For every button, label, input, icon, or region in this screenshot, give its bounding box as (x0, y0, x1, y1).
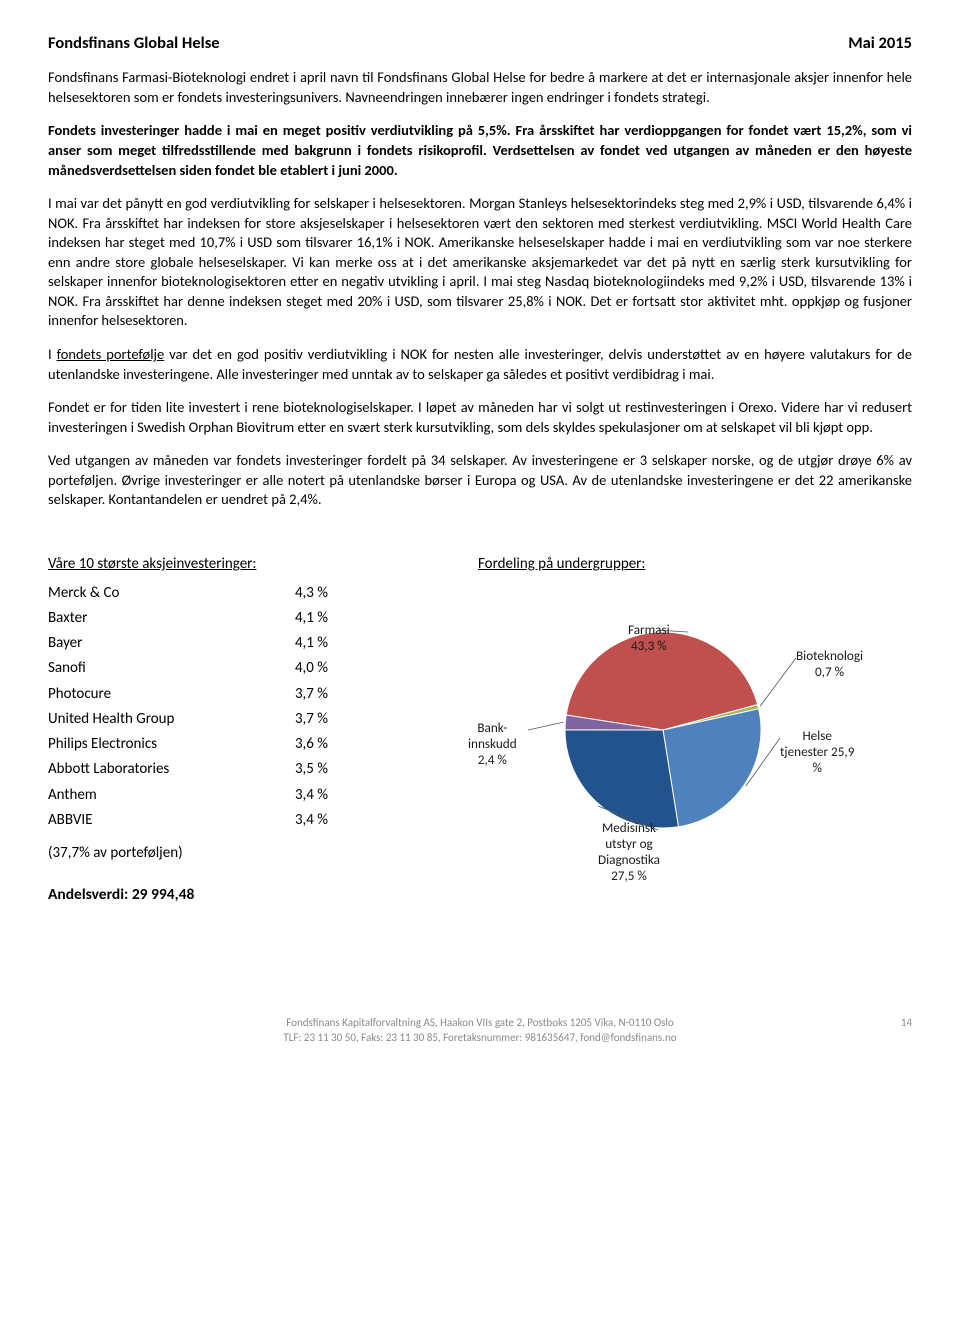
table-row: Photocure3,7 % (48, 681, 408, 706)
table-row: United Health Group3,7 % (48, 706, 408, 731)
inv-name: Merck & Co (48, 580, 238, 605)
table-row: Baxter4,1 % (48, 605, 408, 630)
para-3: I fondets portefølje var det en god posi… (48, 345, 912, 384)
table-row: Merck & Co4,3 % (48, 580, 408, 605)
pie-slice-label: Farmasi43,3 % (628, 622, 670, 654)
inv-name: Philips Electronics (48, 732, 238, 757)
inv-pct: 4,3 % (238, 580, 408, 605)
pie-heading: Fordeling på undergrupper: (478, 554, 912, 574)
pie-slice (565, 730, 678, 828)
table-row: Abbott Laboratories3,5 % (48, 757, 408, 782)
inv-name: Sanofi (48, 656, 238, 681)
page-number: 14 (901, 1016, 912, 1031)
investments-heading: Våre 10 største aksjeinvesteringer: (48, 554, 408, 574)
pie-col: Fordeling på undergrupper: Farmasi43,3 %… (448, 554, 912, 906)
doc-date: Mai 2015 (848, 32, 912, 54)
para-2: I mai var det pånytt en god verdiutvikli… (48, 194, 912, 331)
inv-pct: 3,5 % (238, 757, 408, 782)
pie-chart: Farmasi43,3 % Bioteknologi0,7 % Helsetjene… (448, 580, 888, 860)
footer-line1: Fondsfinans Kapitalforvaltning AS, Haako… (48, 1016, 912, 1031)
table-row: Philips Electronics3,6 % (48, 732, 408, 757)
inv-name: Anthem (48, 782, 238, 807)
para-4: Fondet er for tiden lite investert i ren… (48, 398, 912, 437)
pie-slice-label: Medisinskutstyr ogDiagnostika27,5 % (598, 820, 660, 883)
pie-slice (663, 709, 761, 827)
inv-pct: 4,1 % (238, 631, 408, 656)
table-row: Anthem3,4 % (48, 782, 408, 807)
header-row: Fondsfinans Global Helse Mai 2015 (48, 32, 912, 54)
para-1: Fondsfinans Farmasi-Bioteknologi endret … (48, 68, 912, 107)
andelsverdi: Andelsverdi: 29 994,48 (48, 885, 408, 906)
p3u: fondets portefølje (57, 345, 165, 363)
inv-pct: 3,6 % (238, 732, 408, 757)
investments-col: Våre 10 største aksjeinvesteringer: Merc… (48, 554, 408, 906)
pie-leader-line (528, 722, 563, 730)
investments-table: Merck & Co4,3 %Baxter4,1 %Bayer4,1 %Sano… (48, 580, 408, 833)
inv-pct: 3,4 % (238, 782, 408, 807)
inv-pct: 4,1 % (238, 605, 408, 630)
inv-name: United Health Group (48, 706, 238, 731)
inv-name: Photocure (48, 681, 238, 706)
inv-name: Bayer (48, 631, 238, 656)
para-1b: Fondets investeringer hadde i mai en meg… (48, 121, 912, 180)
p1b: Fondets investeringer hadde i mai en meg… (48, 121, 912, 178)
inv-pct: 3,4 % (238, 807, 408, 832)
footer-line2: TLF: 23 11 30 50, Faks: 23 11 30 85, For… (48, 1031, 912, 1046)
p3b: var det en god positiv verdiutvikling i … (48, 345, 912, 383)
portfolio-note: (37,7% av porteføljen) (48, 843, 408, 863)
p1a: Fondsfinans Farmasi-Bioteknologi endret … (48, 68, 912, 106)
pie-leader-line (760, 658, 796, 706)
pie-slice-label: Helsetjenester 25,9% (780, 728, 854, 776)
inv-name: Baxter (48, 605, 238, 630)
inv-name: Abbott Laboratories (48, 757, 238, 782)
inv-name: ABBVIE (48, 807, 238, 832)
p3a: I (48, 345, 57, 363)
pie-slice-label: Bank-innskudd2,4 % (468, 720, 517, 768)
doc-title: Fondsfinans Global Helse (48, 32, 220, 54)
lower-section: Våre 10 største aksjeinvesteringer: Merc… (48, 554, 912, 906)
pie-slice-label: Bioteknologi0,7 % (796, 648, 863, 680)
inv-pct: 3,7 % (238, 706, 408, 731)
table-row: ABBVIE3,4 % (48, 807, 408, 832)
para-5: Ved utgangen av måneden var fondets inve… (48, 451, 912, 510)
footer: Fondsfinans Kapitalforvaltning AS, Haako… (48, 1016, 912, 1046)
table-row: Bayer4,1 % (48, 631, 408, 656)
inv-pct: 3,7 % (238, 681, 408, 706)
inv-pct: 4,0 % (238, 656, 408, 681)
table-row: Sanofi4,0 % (48, 656, 408, 681)
